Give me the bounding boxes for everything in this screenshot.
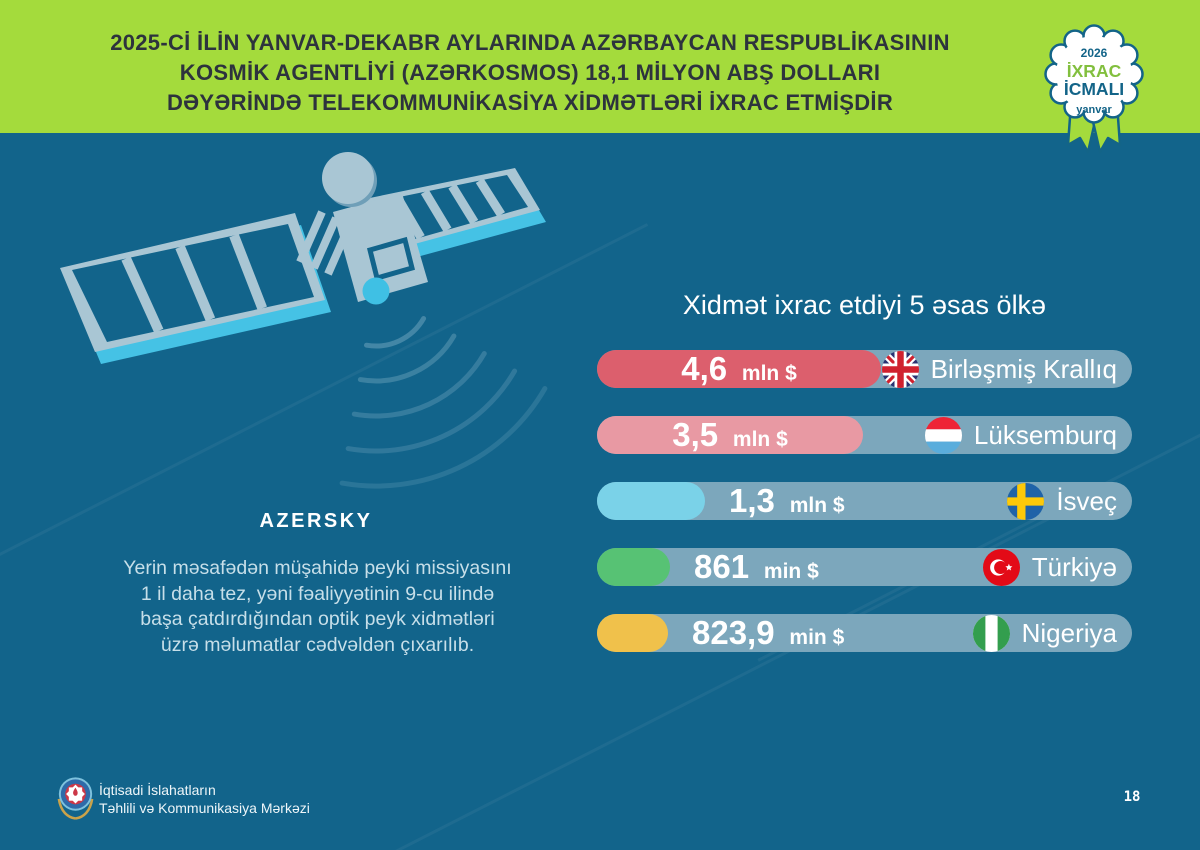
uk-flag-icon	[881, 350, 919, 388]
satellite-name-label: AZERSKY	[259, 510, 373, 532]
bar-unit: min $	[783, 626, 845, 649]
badge-subtitle: yanvar	[1076, 104, 1112, 116]
page-title-line-2: KOSMİK AGENTLİYİ (AZƏRKOSMOS) 18,1 MİLYO…	[179, 60, 881, 85]
sweden-flag-icon	[1007, 482, 1045, 520]
satellite-illustration	[60, 152, 548, 489]
bar-unit: mln $	[727, 428, 788, 451]
bar-fill	[597, 482, 705, 520]
bar-fill	[597, 350, 881, 388]
satellite-body	[296, 152, 428, 305]
country-label: İsveç	[1056, 485, 1117, 516]
page-title: 2025-Cİ İLİN YANVAR-DEKABR AYLARINDA AZƏ…	[0, 28, 1060, 118]
organization-name: İqtisadi İslahatların Təhlili və Kommuni…	[99, 782, 310, 817]
luxembourg-flag-icon	[924, 416, 962, 454]
bar-rows: 4,6 mln $ Birləşmiş Krallıq 3,5 mln $ Lü…	[597, 350, 1132, 652]
bar-unit: mln $	[736, 362, 797, 385]
bar-value: 861 min $	[694, 548, 819, 586]
country-label: Birləşmiş Krallıq	[930, 353, 1117, 384]
dish-icon	[322, 152, 374, 204]
chart-title: Xidmət ixrac etdiyi 5 əsas ölkə	[682, 290, 1047, 320]
bar-country: Türkiyə	[982, 548, 1117, 586]
bar-amount: 823,9	[692, 614, 775, 651]
bar-amount: 3,5	[672, 416, 719, 453]
bar-value: 823,9 min $	[692, 614, 844, 652]
page-number: 18	[1123, 789, 1141, 805]
header-band: 2025-Cİ İLİN YANVAR-DEKABR AYLARINDA AZƏ…	[0, 0, 1200, 133]
country-label: Nigeriya	[1021, 617, 1117, 648]
bar-row: 861 min $ Türkiyə	[597, 548, 1132, 586]
signal-waves-icon	[339, 316, 548, 489]
country-label: Lüksemburq	[973, 419, 1117, 450]
page-title-line-3: DƏYƏRİNDƏ TELEKOMMUNİKASİYA XİDMƏTLƏRİ İ…	[166, 90, 894, 115]
badge-title-line1: İXRAC	[1067, 61, 1122, 81]
badge-title-line2: İCMALI	[1064, 79, 1124, 99]
organization-emblem-icon	[57, 777, 94, 820]
satellite-note: Yerin məsafədən müşahidə peyki missiyası…	[123, 557, 512, 656]
bar-amount: 1,3	[729, 482, 775, 519]
bar-country: Lüksemburq	[924, 416, 1117, 454]
bar-track	[597, 614, 1132, 652]
organization-name-line2: Təhlili və Kommunikasiya Mərkəzi	[99, 799, 310, 816]
page-title-line-1: 2025-Cİ İLİN YANVAR-DEKABR AYLARINDA AZƏ…	[110, 30, 950, 55]
bar-fill	[597, 416, 863, 454]
bar-amount: 861	[694, 548, 750, 585]
bar-track	[597, 548, 1132, 586]
bar-value: 1,3 mln $	[729, 482, 845, 520]
organization-name-line1: İqtisadi İslahatların	[99, 782, 216, 798]
bar-fill	[597, 614, 668, 652]
bar-value: 4,6 mln $	[597, 350, 881, 388]
nigeria-flag-icon	[972, 614, 1010, 652]
ixrac-icmali-badge: 2026 İXRAC İCMALI yanvar	[1044, 24, 1144, 154]
bar-row: 1,3 mln $ İsveç	[597, 482, 1132, 520]
bar-amount: 4,6	[681, 350, 728, 387]
bar-country: Nigeriya	[972, 614, 1117, 652]
country-label: Türkiyə	[1031, 551, 1117, 582]
bar-fill	[597, 548, 670, 586]
badge-year: 2026	[1081, 46, 1108, 60]
bar-value: 3,5 mln $	[597, 416, 863, 454]
badge-rosette	[1044, 24, 1144, 124]
turkey-flag-icon	[982, 548, 1020, 586]
antenna-ball-icon	[362, 277, 390, 305]
solar-panel-left	[60, 213, 331, 364]
bar-row: 823,9 min $ Nigeriya	[597, 614, 1132, 652]
bar-unit: mln $	[783, 494, 845, 517]
bar-row: 4,6 mln $ Birləşmiş Krallıq	[597, 350, 1132, 388]
bar-row: 3,5 mln $ Lüksemburq	[597, 416, 1132, 454]
bar-country: İsveç	[1007, 482, 1117, 520]
bar-unit: min $	[758, 560, 819, 583]
bar-country: Birləşmiş Krallıq	[881, 350, 1117, 388]
